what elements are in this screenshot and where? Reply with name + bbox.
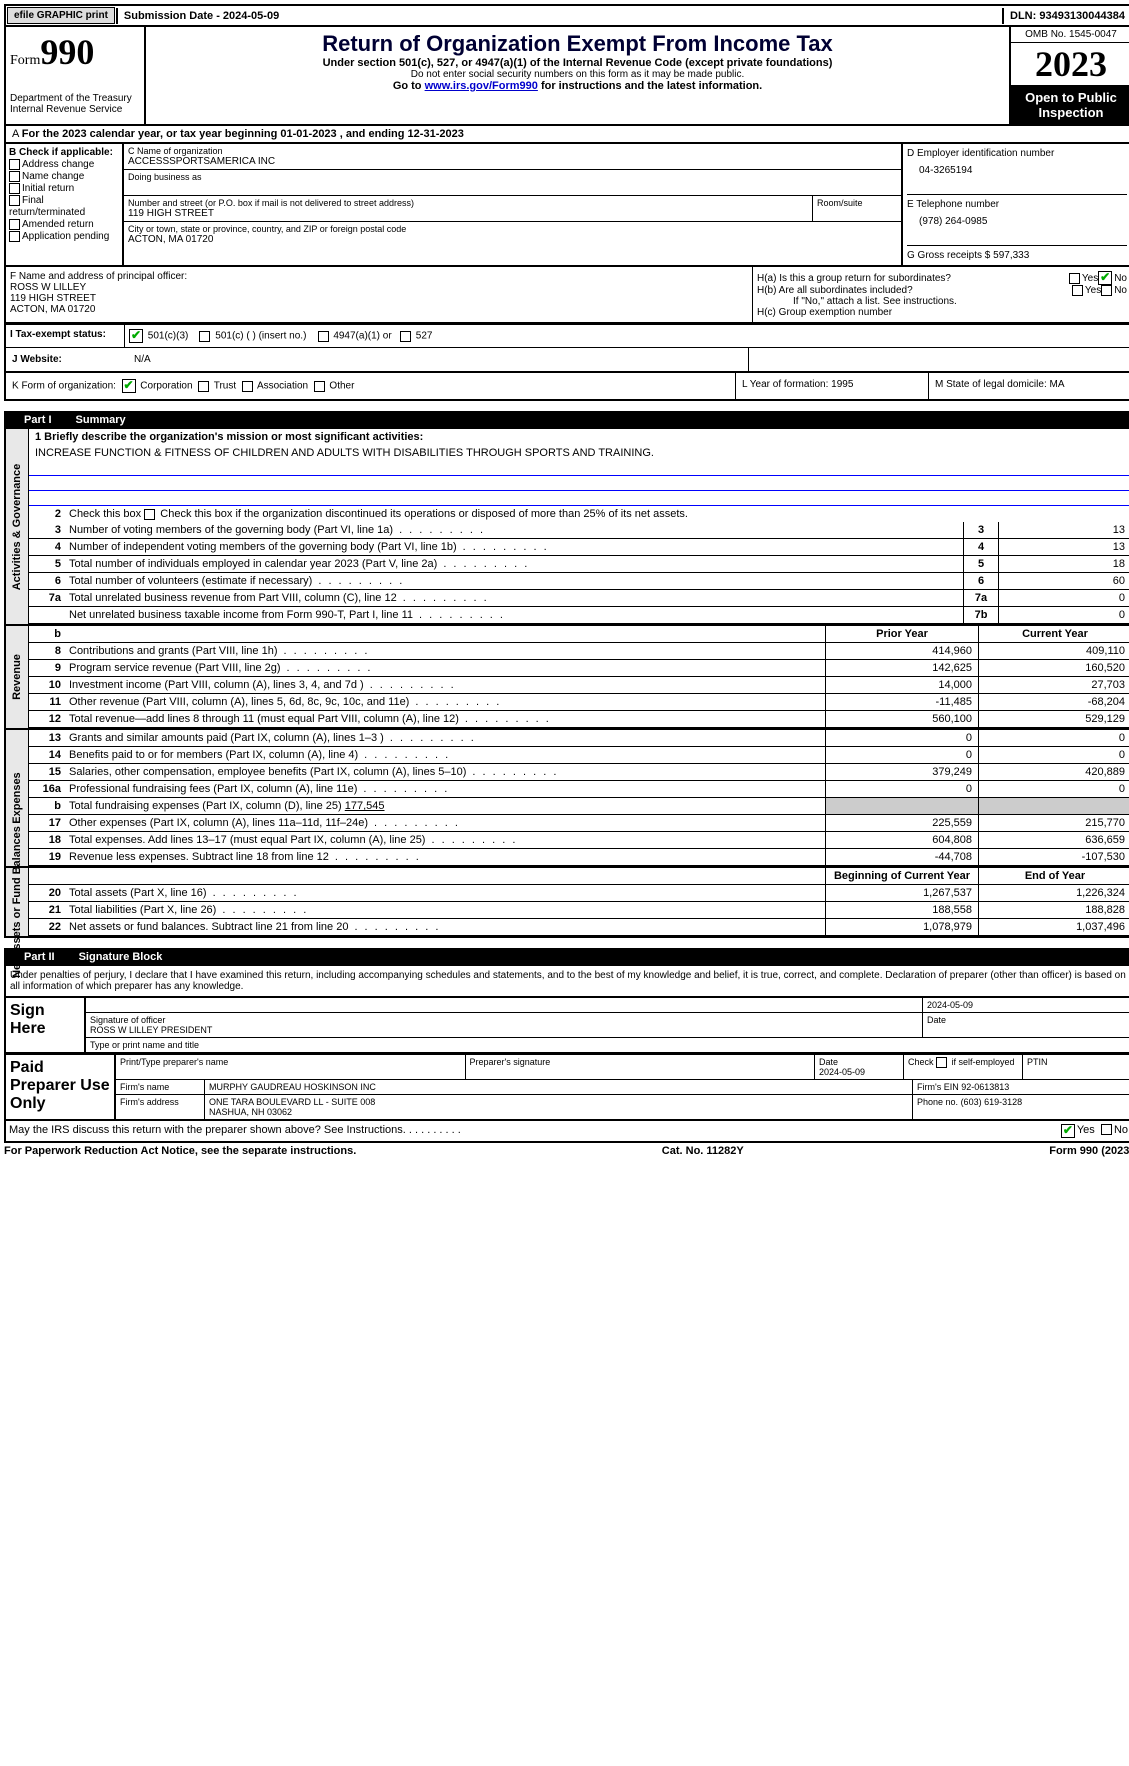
checkbox-initial-return[interactable] [9, 183, 20, 194]
street-address: 119 HIGH STREET [128, 208, 808, 219]
checkbox-corporation[interactable]: ✔ [122, 379, 136, 393]
mission-question: 1 Briefly describe the organization's mi… [29, 429, 1129, 445]
fundraising-total: 177,545 [345, 800, 385, 812]
right-info: D Employer identification number 04-3265… [901, 144, 1129, 265]
checkbox-amended[interactable] [9, 219, 20, 230]
checkbox-527[interactable] [400, 331, 411, 342]
line-2-text: Check this box [69, 508, 144, 520]
state-domicile: MA [1050, 379, 1065, 390]
discuss-row: May the IRS discuss this return with the… [4, 1121, 1129, 1143]
city-state-zip: ACTON, MA 01720 [128, 234, 897, 245]
officer-addr1: 119 HIGH STREET [10, 293, 748, 304]
checkbox-address-change[interactable] [9, 159, 20, 170]
form-title: Return of Organization Exempt From Incom… [150, 31, 1005, 57]
officer-name: ROSS W LILLEY [10, 282, 748, 293]
officer-signature-name: ROSS W LILLEY PRESIDENT [90, 1025, 918, 1035]
year-formation: 1995 [831, 379, 853, 390]
irs-link[interactable]: www.irs.gov/Form990 [425, 80, 538, 92]
summary-expenses: Expenses 13Grants and similar amounts pa… [4, 730, 1129, 868]
form-990-label: Form990 [10, 31, 140, 73]
preparer-date: 2024-05-09 [819, 1067, 865, 1077]
checkbox-501c3[interactable]: ✔ [129, 329, 143, 343]
checkbox-trust[interactable] [198, 381, 209, 392]
checkbox-hb-no[interactable] [1101, 285, 1112, 296]
summary-revenue: Revenue bPrior YearCurrent Year 8Contrib… [4, 626, 1129, 730]
firm-city: NASHUA, NH 03062 [209, 1107, 908, 1117]
dba-label: Doing business as [128, 172, 897, 182]
h-b-note: If "No," attach a list. See instructions… [793, 296, 1127, 307]
h-c-label: H(c) Group exemption number [757, 307, 1127, 318]
checkbox-discuss-no[interactable] [1101, 1124, 1112, 1135]
mission-text: INCREASE FUNCTION & FITNESS OF CHILDREN … [35, 447, 654, 459]
open-to-public: Open to Public Inspection [1011, 86, 1129, 124]
checkbox-discuss-yes[interactable]: ✔ [1061, 1124, 1075, 1138]
gross-receipts: 597,333 [993, 250, 1029, 261]
dept-label: Department of the Treasury Internal Reve… [10, 93, 140, 115]
checkbox-ha-yes[interactable] [1069, 273, 1080, 284]
section-b: B Check if applicable: Address change Na… [6, 144, 124, 265]
omb-number: OMB No. 1545-0047 [1011, 27, 1129, 43]
checkbox-501c[interactable] [199, 331, 210, 342]
paid-preparer-label: Paid Preparer Use Only [6, 1055, 116, 1119]
checkbox-association[interactable] [242, 381, 253, 392]
ein: 04-3265194 [919, 165, 1127, 176]
summary-governance: Activities & Governance 1 Briefly descri… [4, 429, 1129, 626]
checkbox-name-change[interactable] [9, 171, 20, 182]
cat-no: Cat. No. 11282Y [662, 1145, 744, 1157]
checkbox-self-employed[interactable] [936, 1057, 947, 1068]
k-l-m-row: K Form of organization: ✔ Corporation Tr… [4, 373, 1129, 401]
firm-name: MURPHY GAUDREAU HOSKINSON INC [205, 1080, 913, 1094]
footer: For Paperwork Reduction Act Notice, see … [4, 1145, 1129, 1157]
summary-net-assets: Net Assets or Fund Balances Beginning of… [4, 868, 1129, 938]
sign-date: 2024-05-09 [923, 998, 1129, 1012]
efile-button[interactable]: efile GRAPHIC print [7, 7, 115, 24]
room-suite-label: Room/suite [817, 198, 897, 208]
checkbox-ha-no[interactable]: ✔ [1098, 271, 1112, 285]
penalty-text: Under penalties of perjury, I declare th… [4, 966, 1129, 998]
checkbox-application-pending[interactable] [9, 231, 20, 242]
subtitle-1: Under section 501(c), 527, or 4947(a)(1)… [150, 57, 1005, 69]
dln: DLN: 93493130044384 [1004, 8, 1129, 24]
vlabel-revenue: Revenue [6, 626, 29, 728]
tax-year: 2023 [1011, 43, 1129, 86]
part-2-header: Part IISignature Block [4, 948, 1129, 966]
checkbox-hb-yes[interactable] [1072, 285, 1083, 296]
checkbox-4947[interactable] [318, 331, 329, 342]
website-value: N/A [128, 348, 748, 371]
firm-address: ONE TARA BOULEVARD LL - SUITE 008 [209, 1097, 908, 1107]
checkbox-final-return[interactable] [9, 195, 20, 206]
firm-phone: (603) 619-3128 [961, 1097, 1023, 1107]
officer-addr2: ACTON, MA 01720 [10, 304, 748, 315]
paperwork-notice: For Paperwork Reduction Act Notice, see … [4, 1145, 356, 1157]
sign-here-block: Sign Here 2024-05-09 Signature of office… [4, 998, 1129, 1055]
tax-exempt-row: I Tax-exempt status: ✔ 501(c)(3) 501(c) … [4, 323, 1129, 348]
goto-line: Go to www.irs.gov/Form990 for instructio… [150, 80, 1005, 92]
officer-h-block: F Name and address of principal officer:… [4, 267, 1129, 323]
topbar: efile GRAPHIC print Submission Date - 20… [4, 4, 1129, 27]
submission-date: Submission Date - 2024-05-09 [116, 8, 1004, 24]
paid-preparer-block: Paid Preparer Use Only Print/Type prepar… [4, 1055, 1129, 1121]
calendar-year-line: A For the 2023 calendar year, or tax yea… [4, 126, 1129, 144]
checkbox-other[interactable] [314, 381, 325, 392]
h-a-label: H(a) Is this a group return for subordin… [757, 273, 1069, 284]
entity-block: B Check if applicable: Address change Na… [4, 144, 1129, 267]
subtitle-2: Do not enter social security numbers on … [150, 69, 1005, 80]
checkbox-discontinued[interactable] [144, 509, 155, 520]
form-header: Form990 Department of the Treasury Inter… [4, 27, 1129, 126]
firm-ein: 92-0613813 [961, 1082, 1009, 1092]
org-name: ACCESSSPORTSAMERICA INC [128, 156, 897, 167]
vlabel-net-assets: Net Assets or Fund Balances [6, 868, 29, 936]
part-1-header: Part ISummary [4, 411, 1129, 429]
website-row: J Website: N/A [4, 348, 1129, 373]
form-ref: Form 990 (2023) [1049, 1145, 1129, 1157]
telephone: (978) 264-0985 [919, 216, 1127, 227]
sign-here-label: Sign Here [6, 998, 86, 1052]
h-b-label: H(b) Are all subordinates included? [757, 285, 1072, 296]
section-c: C Name of organizationACCESSSPORTSAMERIC… [124, 144, 901, 265]
vlabel-governance: Activities & Governance [6, 429, 29, 624]
